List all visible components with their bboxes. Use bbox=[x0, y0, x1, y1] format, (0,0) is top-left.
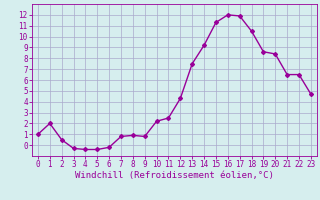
X-axis label: Windchill (Refroidissement éolien,°C): Windchill (Refroidissement éolien,°C) bbox=[75, 171, 274, 180]
